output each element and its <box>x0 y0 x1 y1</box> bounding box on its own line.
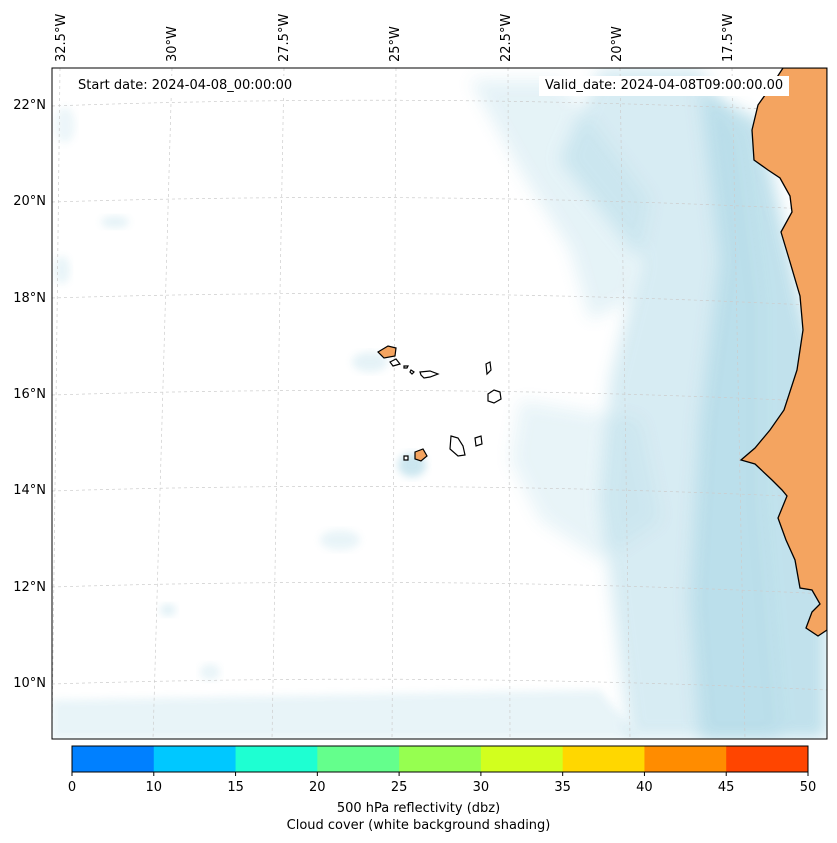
lat-label-14n: 14°N <box>13 483 46 498</box>
colorbar-tick-label: 50 <box>799 780 817 795</box>
lon-label-17-5w: 17.5°W <box>721 13 736 62</box>
lon-label-20w: 20°W <box>610 26 625 62</box>
colorbar-tick-label: 10 <box>145 780 163 795</box>
graticule <box>52 68 827 739</box>
lon-label-22-5w: 22.5°W <box>499 13 514 62</box>
colorbar-tick-label: 30 <box>472 780 490 795</box>
lat-label-16n: 16°N <box>13 387 46 402</box>
colorbar-tick-label: 45 <box>717 780 735 795</box>
map-frame <box>51 67 828 740</box>
start-date-label: Start date: 2024-04-08_00:00:00 <box>72 76 299 96</box>
colorbar-label-reflectivity: 500 hPa reflectivity (dbz) <box>336 801 501 816</box>
lat-label-10n: 10°N <box>13 676 46 691</box>
colorbar-segment <box>317 746 400 772</box>
valid-date-label: Valid_date: 2024-04-08T09:00:00.00 <box>539 76 790 96</box>
lon-label-32-5w: 32.5°W <box>54 13 69 62</box>
colorbar-frame <box>71 745 809 773</box>
colorbar <box>71 745 809 776</box>
colorbar-tick-label: 20 <box>309 780 326 795</box>
colorbar-label-cloud-cover: Cloud cover (white background shading) <box>286 818 551 833</box>
lat-label-12n: 12°N <box>13 580 46 595</box>
colorbar-tick-label: 15 <box>227 780 244 795</box>
colorbar-tick-label: 25 <box>390 780 408 795</box>
african-coast-land <box>739 68 827 637</box>
colorbar-tick-label: 40 <box>636 780 653 795</box>
colorbar-tick-label: 35 <box>554 780 571 795</box>
colorbar-segment <box>72 746 155 772</box>
colorbar-segment <box>480 746 564 772</box>
colorbar-segment <box>644 746 727 772</box>
lon-label-27-5w: 27.5°W <box>277 13 292 62</box>
lat-label-20n: 20°N <box>13 194 46 209</box>
colorbar-segment <box>235 746 318 772</box>
colorbar-segment <box>153 746 237 772</box>
lon-label-30w: 30°W <box>165 26 180 62</box>
colorbar-segment <box>399 746 482 772</box>
lat-label-22n: 22°N <box>13 98 46 113</box>
lon-label-25w: 25°W <box>388 26 403 62</box>
cloud-cover-shading <box>52 68 827 739</box>
lat-label-18n: 18°N <box>13 291 46 306</box>
colorbar-tick-label: 0 <box>67 780 77 795</box>
colorbar-segment <box>726 746 809 772</box>
cape-verde-islands <box>377 345 502 462</box>
colorbar-segment <box>562 746 645 772</box>
